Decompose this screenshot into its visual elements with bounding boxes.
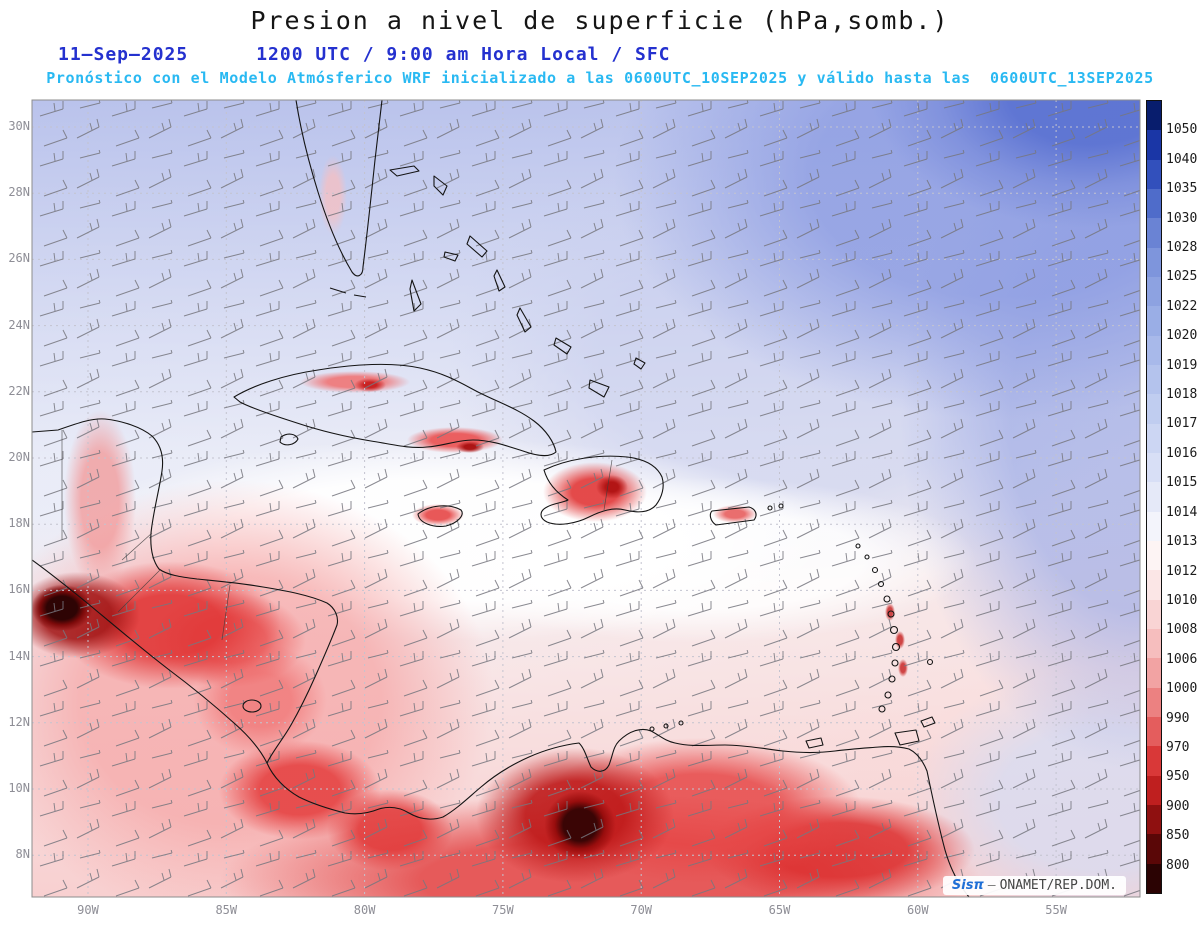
colorbar-segment <box>1147 188 1161 219</box>
colorbar-segment <box>1147 482 1161 512</box>
colorbar-tick-label: 1017 <box>1166 416 1198 432</box>
lon-label: 75W <box>492 903 514 917</box>
colorbar-segment <box>1147 716 1161 747</box>
colorbar-tick-label: 1010 <box>1166 592 1198 608</box>
colorbar-segment <box>1147 834 1161 864</box>
colorbar-segment <box>1147 804 1161 835</box>
colorbar-segment <box>1147 775 1161 805</box>
colorbar-segment <box>1147 394 1161 424</box>
colorbar-tick-label: 970 <box>1166 739 1190 755</box>
colorbar-segment <box>1147 423 1161 453</box>
lon-label: 80W <box>353 903 376 917</box>
colorbar-segment <box>1147 306 1161 336</box>
colorbar-tick-label: 1020 <box>1166 328 1198 344</box>
colorbar-segment <box>1147 570 1161 600</box>
colorbar-segment <box>1147 599 1161 629</box>
colorbar-segment <box>1147 364 1161 395</box>
colorbar-segment <box>1147 511 1161 541</box>
colorbar-tick-label: 1035 <box>1166 181 1198 197</box>
watermark-separator: — <box>987 878 996 893</box>
colorbar-tick-label: 1028 <box>1166 240 1198 256</box>
watermark: Sisπ — ONAMET/REP.DOM. <box>942 876 1126 895</box>
watermark-brand: Sisπ <box>951 878 984 893</box>
colorbar-tick-label: 1012 <box>1166 563 1198 579</box>
colorbar-segment <box>1147 452 1161 483</box>
colorbar-segment <box>1147 658 1161 688</box>
colorbar-tick-label: 990 <box>1166 710 1190 726</box>
colorbar-segment <box>1147 247 1161 277</box>
colorbar <box>1146 100 1162 894</box>
lon-label: 90W <box>77 903 99 917</box>
colorbar-tick-label: 1006 <box>1166 651 1198 667</box>
colorbar-segment <box>1147 746 1161 776</box>
colorbar-segment <box>1147 159 1161 189</box>
colorbar-tick-label: 1008 <box>1166 622 1198 638</box>
lat-label: 10N <box>8 781 30 795</box>
lat-label: 14N <box>8 648 30 663</box>
colorbar-tick-label: 1015 <box>1166 475 1198 491</box>
colorbar-tick-label: 1014 <box>1166 504 1198 520</box>
datetime-line: 11–Sep–2025 1200 UTC / 9:00 am Hora Loca… <box>58 44 671 65</box>
colorbar-segment <box>1147 130 1161 160</box>
colorbar-tick-label: 1040 <box>1166 151 1198 167</box>
lat-label: 16N <box>8 582 30 597</box>
colorbar-tick-label: 800 <box>1166 857 1190 873</box>
colorbar-tick-label: 950 <box>1166 769 1190 785</box>
colorbar-tick-label: 1016 <box>1166 445 1198 461</box>
lon-label: 85W <box>215 903 238 917</box>
lat-label: 24N <box>8 317 30 332</box>
watermark-source: ONAMET/REP.DOM. <box>999 878 1117 893</box>
lat-label: 30N <box>8 119 30 133</box>
colorbar-segment <box>1147 628 1161 659</box>
lat-label: 18N <box>8 516 30 531</box>
colorbar-segment <box>1147 687 1161 717</box>
colorbar-segment <box>1147 218 1161 248</box>
colorbar-tick-label: 1019 <box>1166 357 1198 373</box>
forecast-line: Pronóstico con el Modelo Atmósferico WRF… <box>46 69 1154 87</box>
colorbar-segment <box>1147 335 1161 365</box>
lon-label: 60W <box>906 903 929 917</box>
lat-label: 8N <box>15 847 30 862</box>
lat-label: 26N <box>8 251 30 266</box>
colorbar-tick-label: 1022 <box>1166 298 1198 314</box>
colorbar-tick-label: 1000 <box>1166 681 1198 697</box>
time-text: 1200 UTC / 9:00 am Hora Local / SFC <box>256 44 671 65</box>
colorbar-tick-label: 1018 <box>1166 387 1198 403</box>
lon-label: 70W <box>630 903 653 917</box>
colorbar-tick-label: 1013 <box>1166 534 1198 550</box>
lon-label: 65W <box>768 903 791 917</box>
colorbar-tick-label: 1030 <box>1166 210 1198 226</box>
lat-label: 12N <box>8 714 30 729</box>
colorbar-tick-label: 1025 <box>1166 269 1198 285</box>
colorbar-tick-label: 850 <box>1166 828 1190 844</box>
date-text: 11–Sep–2025 <box>58 44 189 65</box>
colorbar-tick-label: 1050 <box>1166 122 1198 138</box>
pressure-shading-field <box>32 100 1140 897</box>
colorbar-segment <box>1147 540 1161 571</box>
page-title: Presion a nivel de superficie (hPa,somb.… <box>250 6 950 35</box>
colorbar-tick-label: 900 <box>1166 798 1190 814</box>
lon-label: 55W <box>1045 903 1067 917</box>
colorbar-segment <box>1147 276 1161 307</box>
colorbar-segment <box>1147 863 1161 893</box>
lat-label: 20N <box>8 450 30 464</box>
lat-label: 22N <box>8 383 30 398</box>
lat-label: 28N <box>8 185 30 200</box>
colorbar-segment <box>1147 101 1161 131</box>
